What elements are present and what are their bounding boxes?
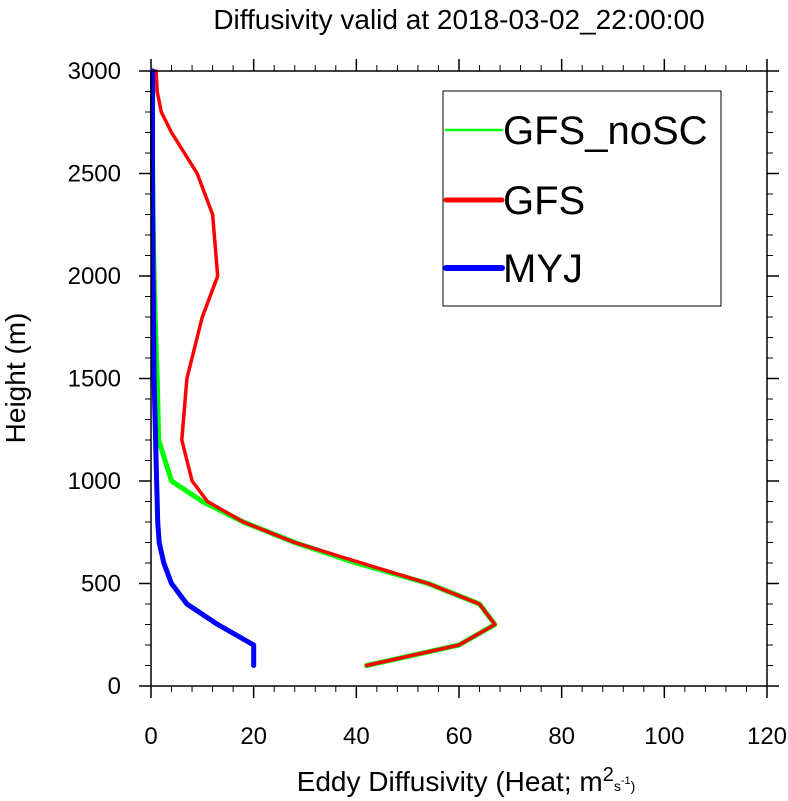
legend-label-myj: MYJ (503, 247, 583, 291)
x-tick-label: 60 (446, 723, 473, 750)
x-axis-label-unit-tail: s (614, 778, 621, 794)
x-tick-label: 120 (747, 723, 787, 750)
x-tick-label: 20 (240, 723, 267, 750)
y-tick-label: 2500 (68, 161, 121, 188)
plot-frame (150, 70, 768, 687)
major-ticks (139, 59, 779, 698)
chart-title: Diffusivity valid at 2018-03-02_22:00:00 (213, 4, 704, 35)
legend-items: GFS_noSC GFS MYJ (443, 109, 708, 291)
series-line-myj (150, 68, 257, 668)
legend-label-gfs-nosc: GFS_noSC (503, 109, 708, 153)
y-tick-label: 2000 (68, 263, 121, 290)
series-line-gfs (154, 69, 497, 668)
legend-label-gfs: GFS (503, 179, 585, 223)
minor-ticks (145, 65, 773, 692)
y-tick-label: 3000 (68, 58, 121, 85)
x-axis-label: Eddy Diffusivity (Heat; m2s-1) (297, 764, 636, 797)
x-axis-label-unit-tail-superscript: -1 (621, 775, 631, 787)
y-tick-labels: 0 500 1000 1500 2000 2500 3000 (68, 58, 121, 700)
series-lines (150, 68, 498, 668)
y-tick-label: 500 (81, 571, 121, 598)
x-tick-labels: 0 20 40 60 80 100 120 (144, 723, 787, 750)
x-axis-label-close: ) (631, 778, 636, 794)
legend: GFS_noSC GFS MYJ (442, 90, 722, 307)
x-tick-label: 0 (144, 723, 157, 750)
x-axis-label-main: Eddy Diffusivity (Heat; m (297, 766, 603, 797)
x-tick-label: 40 (343, 723, 370, 750)
y-tick-label: 0 (108, 673, 121, 700)
x-tick-label: 100 (644, 723, 684, 750)
x-axis-label-superscript: 2 (603, 764, 614, 786)
y-axis-label: Height (m) (0, 313, 31, 444)
x-tick-label: 80 (548, 723, 575, 750)
y-tick-label: 1000 (68, 468, 121, 495)
y-tick-label: 1500 (68, 366, 121, 393)
